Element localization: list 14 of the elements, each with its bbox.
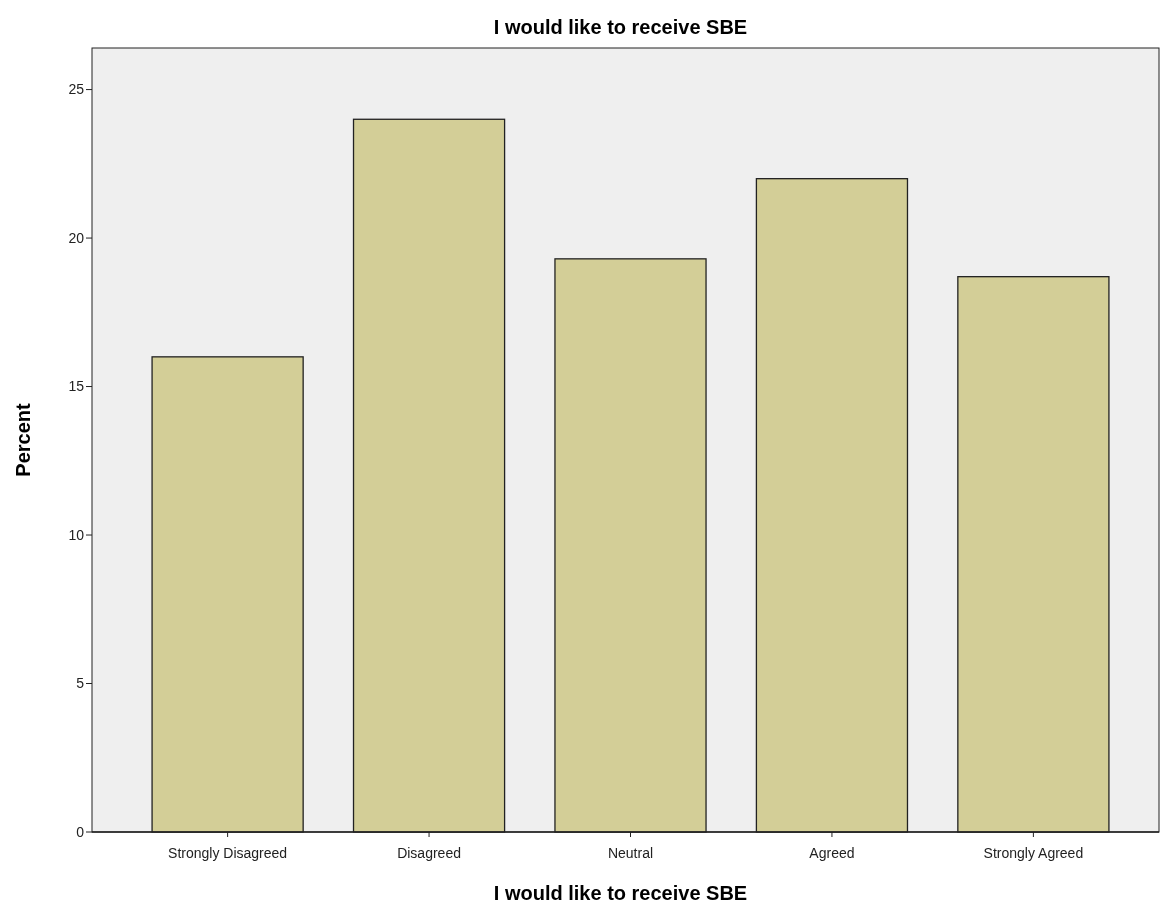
- y-tick-label: 15: [68, 378, 85, 395]
- x-tick-label: Strongly Agreed: [983, 845, 1084, 861]
- x-tick-label: Agreed: [809, 845, 855, 861]
- y-tick-label: 10: [68, 526, 85, 543]
- x-tick-label: Strongly Disagreed: [168, 845, 288, 861]
- x-tick-label: Disagreed: [397, 845, 461, 861]
- y-tick-label: 5: [76, 675, 85, 692]
- y-tick-label: 20: [68, 229, 85, 246]
- x-tick-label: Neutral: [607, 845, 654, 861]
- y-tick-label: 0: [76, 823, 85, 840]
- y-tick-label: 25: [68, 81, 85, 98]
- chart-title: I would like to receive SBE: [493, 16, 748, 38]
- x-axis-title: I would like to receive SBE: [493, 882, 748, 904]
- y-axis-title: Percent: [12, 402, 34, 477]
